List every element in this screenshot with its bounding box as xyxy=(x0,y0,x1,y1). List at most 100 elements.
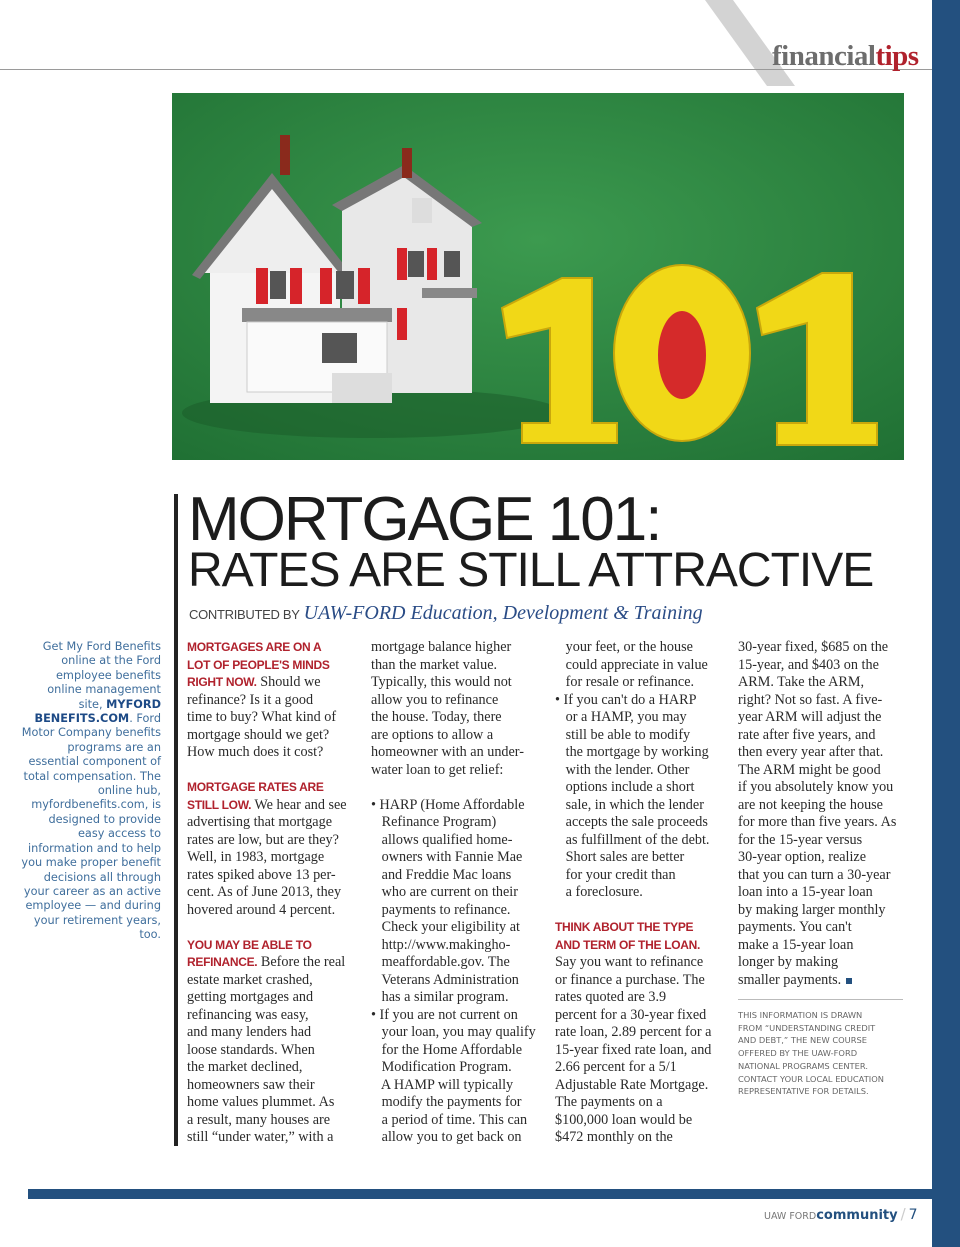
body-text: hovered around 4 percent. xyxy=(187,901,336,918)
text-line: rate after five years, and xyxy=(738,727,910,745)
text-line: accepts the sale proceeds xyxy=(555,814,727,832)
body-text: Short sales are better xyxy=(555,849,685,865)
body-text: your feet, or the house xyxy=(555,639,693,655)
sidebar-text: Get My Ford Benefits online at the Ford … xyxy=(42,640,161,711)
text-line: Adjustable Rate Mortgage. xyxy=(555,1077,727,1095)
body-text: Typically, this would not xyxy=(371,674,512,690)
text-line: allow you to refinance xyxy=(371,692,543,710)
text-line: if you absolutely know you xyxy=(738,779,910,797)
body-text: Should we xyxy=(256,674,321,690)
section-title: financialtips xyxy=(772,40,919,73)
text-line: 2.66 percent for a 5/1 xyxy=(555,1059,727,1077)
text-line: payments to refinance. xyxy=(371,902,543,920)
body-text: a result, many houses are xyxy=(187,1111,331,1128)
end-mark-icon xyxy=(846,977,853,984)
body-text: the mortgage by working xyxy=(555,744,709,760)
body-text: 15-year fixed rate loan, and xyxy=(555,1041,712,1058)
text-line: STILL LOW. We hear and see xyxy=(187,797,359,815)
text-line: $472 monthly on the xyxy=(555,1129,727,1147)
body-text: 15-year, and $403 on the xyxy=(738,656,879,673)
text-line: time to buy? What kind of xyxy=(187,709,359,727)
text-line: Check your eligibility at xyxy=(371,919,543,937)
text-line: Refinance Program) xyxy=(371,814,543,832)
text-line: the market declined, xyxy=(187,1059,359,1077)
body-text: could appreciate in value xyxy=(555,656,708,673)
body-text: for more than five years. As xyxy=(738,814,897,830)
text-line: modify the payments for xyxy=(371,1094,543,1112)
text-line: homeowners saw their xyxy=(187,1077,359,1095)
header-rule xyxy=(0,69,932,70)
article-rule xyxy=(174,494,178,1146)
body-text: modify the payments for xyxy=(371,1094,522,1110)
note-line: NATIONAL PROGRAMS CENTER. xyxy=(738,1060,868,1071)
body-text: Check your eligibility at xyxy=(371,919,520,935)
text-line: water loan to get relief: xyxy=(371,762,543,780)
body-text: 30-year fixed, $685 on the xyxy=(738,639,889,655)
text-line: a result, many houses are xyxy=(187,1112,359,1130)
text-line: has a similar program. xyxy=(371,989,543,1007)
body-text: and Freddie Mac loans xyxy=(371,866,512,883)
body-text: rates spiked above 13 per- xyxy=(187,866,336,883)
body-text: $472 monthly on the xyxy=(555,1129,673,1145)
text-line: YOU MAY BE ABLE TO xyxy=(187,937,359,955)
text-line: • If you can't do a HARP xyxy=(555,692,727,710)
text-line: The ARM might be good xyxy=(738,762,910,780)
lead-in-heading: RIGHT NOW. xyxy=(187,675,257,689)
sidebar-note: Get My Ford Benefits online at the Ford … xyxy=(20,640,161,943)
text-line: RIGHT NOW. Should we xyxy=(187,674,359,692)
body-text: allows qualified home- xyxy=(371,831,513,848)
text-line: estate market crashed, xyxy=(187,972,359,990)
body-text: still “under water,” with a xyxy=(187,1129,334,1145)
body-text: • If you can't do a HARP xyxy=(555,691,697,708)
body-text: 30-year option, realize xyxy=(738,849,867,865)
text-line: Typically, this would not xyxy=(371,674,543,692)
text-line: 30-year fixed, $685 on the xyxy=(738,639,910,657)
text-line xyxy=(187,762,359,780)
body-text: Refinance Program) xyxy=(371,814,497,830)
text-line: allows qualified home- xyxy=(371,832,543,850)
body-text: • HARP (Home Affordable xyxy=(371,796,525,813)
text-line: your loan, you may qualify xyxy=(371,1024,543,1042)
text-line: homeowner with an under- xyxy=(371,744,543,762)
body-text: with the lender. Other xyxy=(555,761,690,778)
text-line: meaffordable.gov. The xyxy=(371,954,543,972)
text-line: for resale or refinance. xyxy=(555,674,727,692)
body-text: the market declined, xyxy=(187,1059,303,1075)
text-line: make a 15-year loan xyxy=(738,937,910,955)
text-line: refinance? Is it a good xyxy=(187,692,359,710)
text-line: advertising that mortgage xyxy=(187,814,359,832)
sidebar-link[interactable]: MYFORD BENEFITS.COM xyxy=(34,697,161,726)
text-line: still “under water,” with a xyxy=(187,1129,359,1147)
body-text: Modification Program. xyxy=(371,1059,512,1075)
text-line: allow you to get back on xyxy=(371,1129,543,1147)
body-text: the house. Today, there xyxy=(371,709,502,725)
text-line: by making larger monthly xyxy=(738,902,910,920)
body-text: ARM. Take the ARM, xyxy=(738,674,865,690)
footer-separator: / xyxy=(900,1205,906,1223)
right-edge-bar xyxy=(932,0,960,1247)
body-text: loose standards. When xyxy=(187,1041,315,1058)
body-text: are not keeping the house xyxy=(738,796,883,813)
body-text: Say you want to refinance xyxy=(555,954,704,970)
body-text: • If you are not current on xyxy=(371,1006,518,1023)
text-line: as fulfillment of the debt. xyxy=(555,832,727,850)
text-line xyxy=(555,902,727,920)
text-line: Short sales are better xyxy=(555,849,727,867)
body-text: A HAMP will typically xyxy=(371,1076,514,1093)
lead-in-heading: YOU MAY BE ABLE TO xyxy=(187,937,312,952)
body-text: your loan, you may qualify xyxy=(371,1024,536,1040)
text-line: Modification Program. xyxy=(371,1059,543,1077)
note-line: REPRESENTATIVE FOR DETAILS. xyxy=(738,1086,869,1097)
text-line: Say you want to refinance xyxy=(555,954,727,972)
text-line: then every year after that. xyxy=(738,744,910,762)
text-line: LOT OF PEOPLE'S MINDS xyxy=(187,657,359,675)
text-line: THINK ABOUT THE TYPE xyxy=(555,919,727,937)
text-line: or finance a purchase. The xyxy=(555,972,727,990)
text-line: $100,000 loan would be xyxy=(555,1112,727,1130)
text-line: getting mortgages and xyxy=(187,989,359,1007)
text-line: are not keeping the house xyxy=(738,797,910,815)
note-line: THIS INFORMATION IS DRAWN xyxy=(738,1010,863,1020)
text-line: percent for a 30-year fixed xyxy=(555,1007,727,1025)
subheadline: RATES ARE STILL ATTRACTIVE xyxy=(188,544,874,597)
text-line: A HAMP will typically xyxy=(371,1077,543,1095)
